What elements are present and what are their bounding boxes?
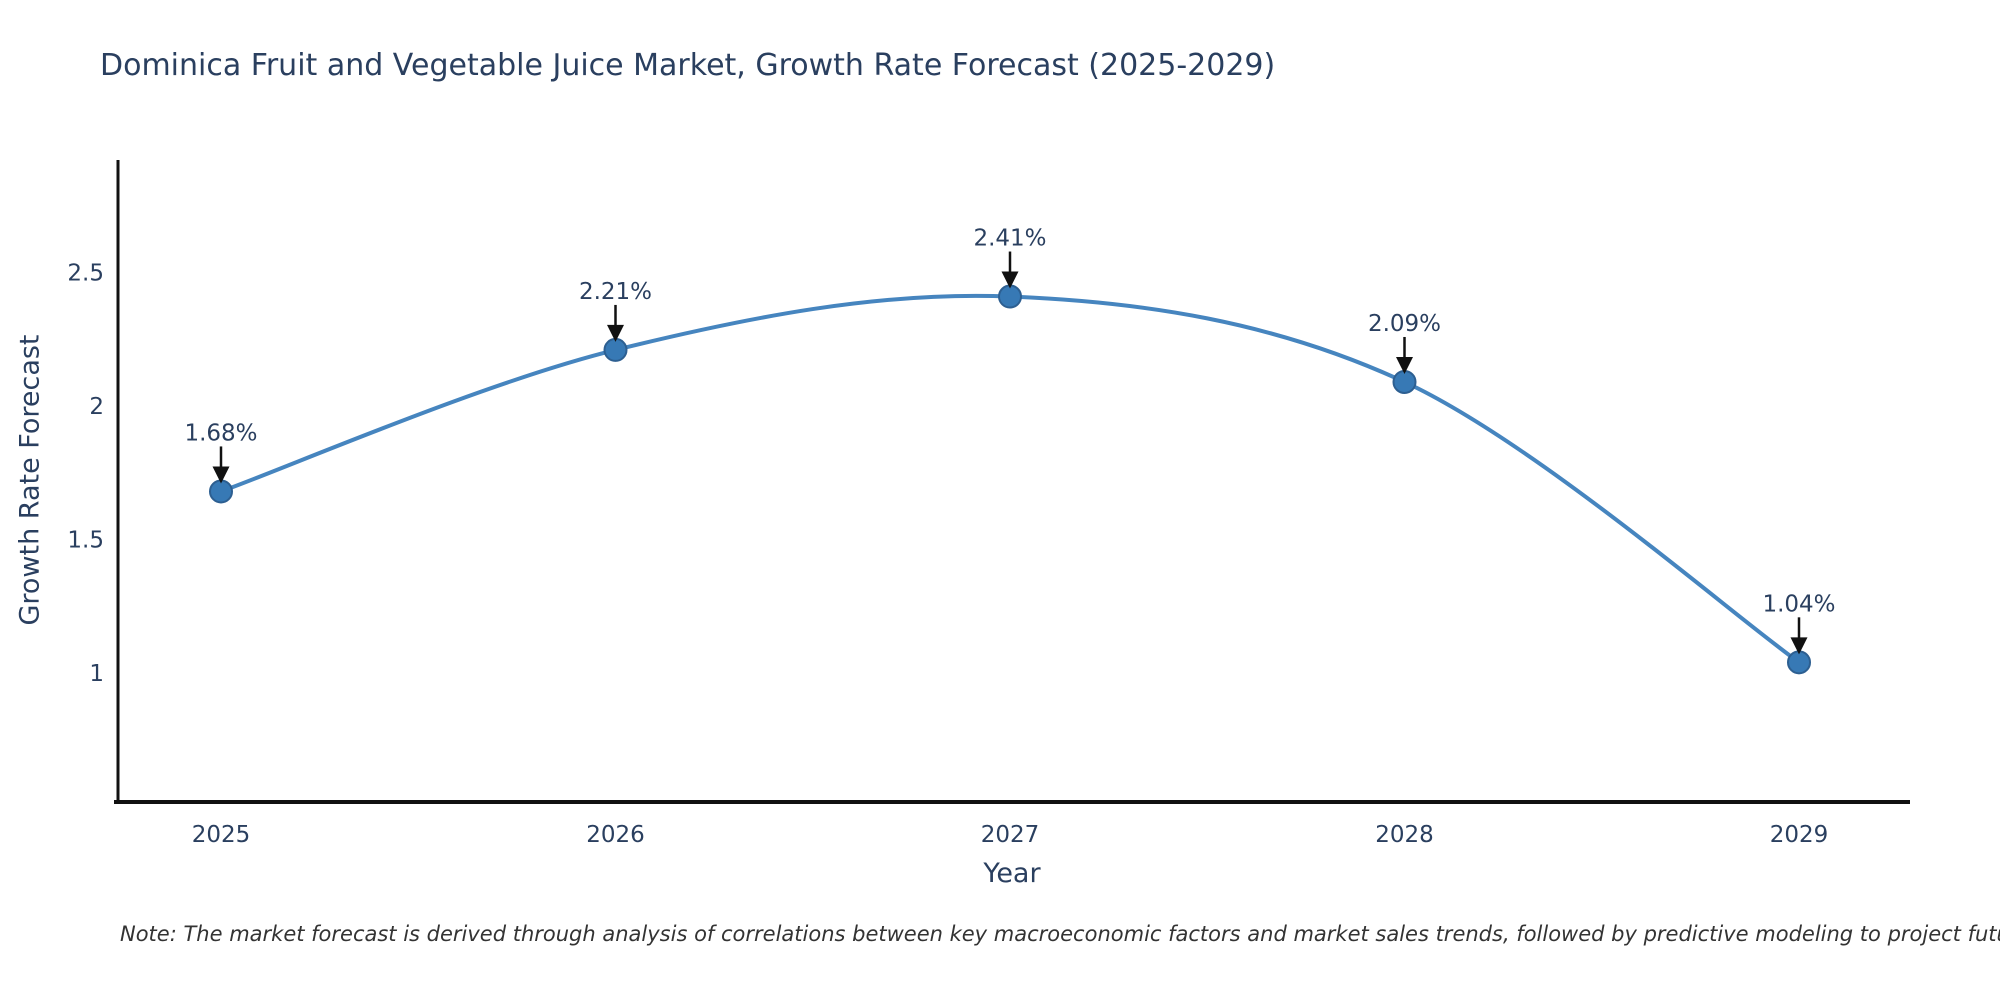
data-point-marker[interactable] <box>1787 650 1811 675</box>
annotation-arrowhead <box>1790 637 1808 655</box>
data-point-marker[interactable] <box>209 479 233 504</box>
y-tick-label: 1 <box>89 661 104 687</box>
annotation-arrowhead <box>212 466 230 484</box>
data-point-marker[interactable] <box>603 337 628 362</box>
data-point-label: 2.21% <box>579 279 652 305</box>
x-axis-title: Year <box>983 858 1041 889</box>
x-tick-label: 2025 <box>192 822 251 848</box>
data-point-label: 1.68% <box>184 420 257 446</box>
data-point-label: 2.09% <box>1368 311 1441 337</box>
data-point-label: 1.04% <box>1762 591 1835 617</box>
data-point-label: 2.41% <box>973 226 1046 252</box>
chart-title: Dominica Fruit and Vegetable Juice Marke… <box>100 48 1276 83</box>
annotation-arrowhead <box>607 324 624 342</box>
x-tick-label: 2027 <box>981 822 1040 848</box>
series-line <box>219 293 1801 665</box>
footnote: Note: The market forecast is derived thr… <box>120 922 2000 946</box>
y-tick-label: 1.5 <box>67 528 104 554</box>
annotation-arrowhead <box>1001 271 1019 289</box>
x-tick-label: 2026 <box>586 822 645 848</box>
y-tick-label: 2 <box>89 394 104 420</box>
data-point-marker[interactable] <box>998 284 1022 309</box>
x-tick-label: 2028 <box>1375 822 1434 848</box>
x-tick-label: 2029 <box>1770 822 1829 848</box>
y-tick-label: 2.5 <box>67 261 104 287</box>
data-point-marker[interactable] <box>1392 369 1417 394</box>
annotation-arrowhead <box>1396 356 1413 374</box>
